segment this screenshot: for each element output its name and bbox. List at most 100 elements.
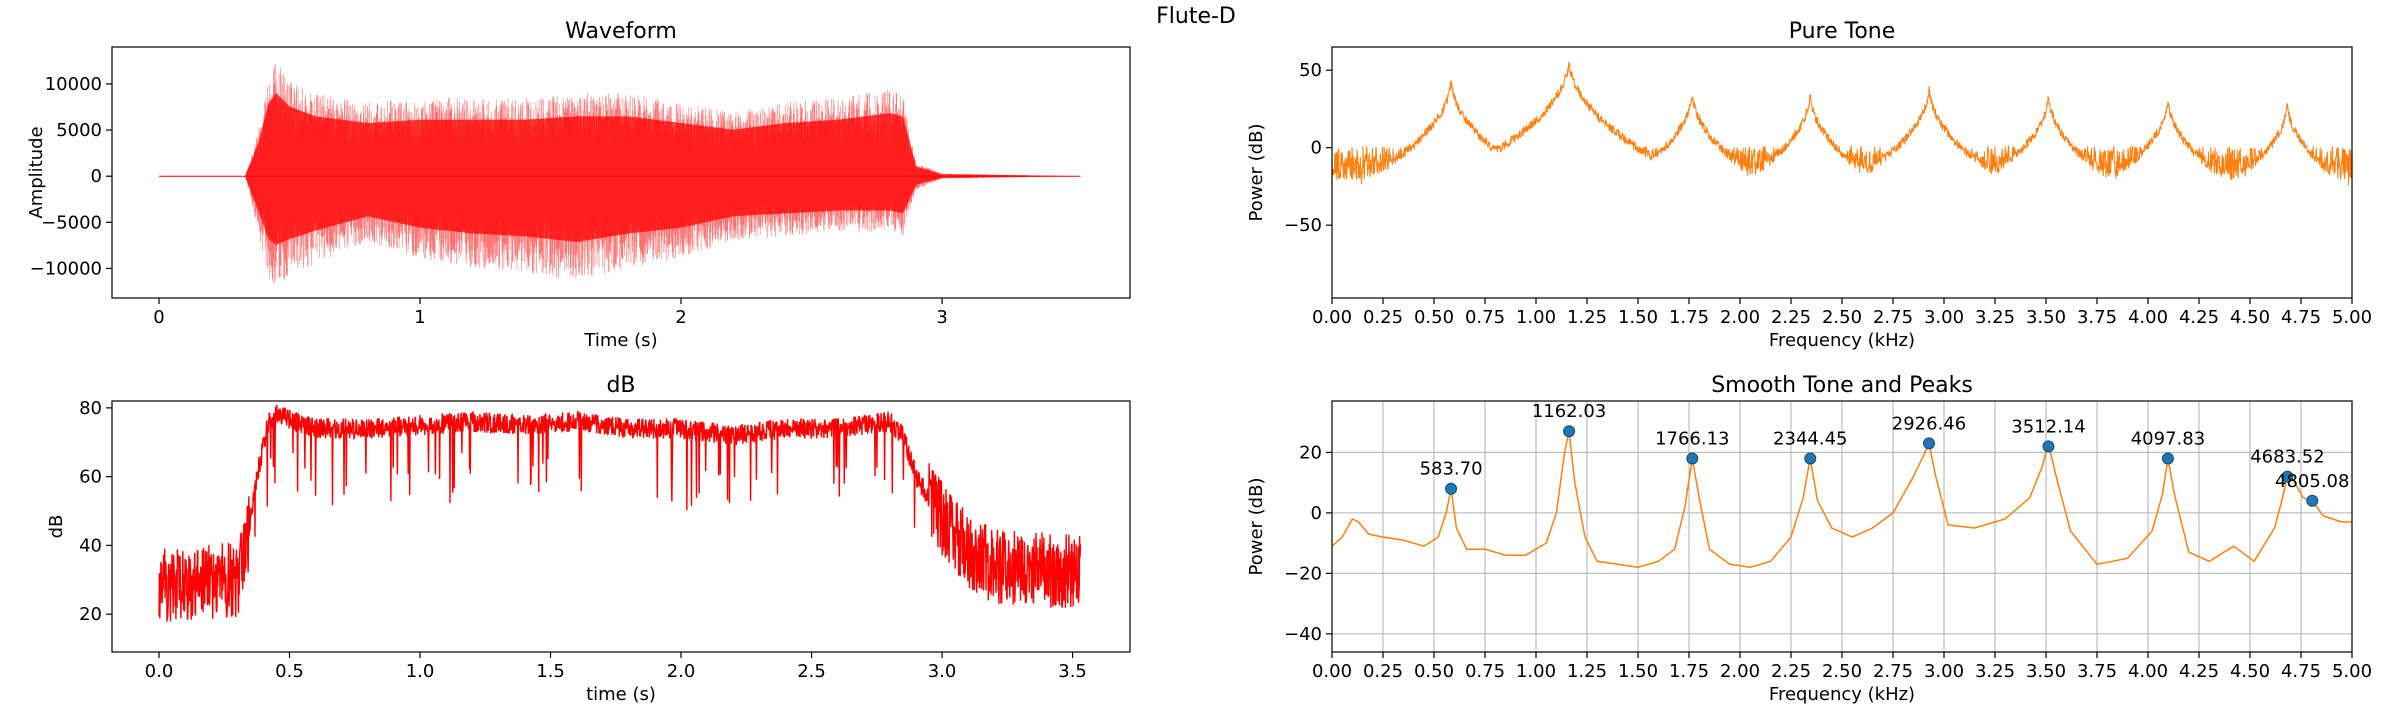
waveform-ylabel: Amplitude bbox=[26, 126, 47, 218]
x-tick-label: 1.50 bbox=[1618, 307, 1658, 328]
x-tick-label: 3.00 bbox=[1924, 661, 1964, 682]
waveform-xlabel: Time (s) bbox=[583, 330, 657, 351]
x-tick-label: 4.00 bbox=[2128, 661, 2168, 682]
x-tick-label: 0 bbox=[153, 307, 164, 328]
x-tick-label: 1 bbox=[414, 307, 425, 328]
db-title: dB bbox=[606, 373, 635, 398]
db-plot-area bbox=[158, 404, 1082, 622]
waveform-core bbox=[158, 93, 1081, 245]
y-tick-label: −40 bbox=[1284, 624, 1322, 645]
y-tick-label: 20 bbox=[1299, 442, 1322, 463]
x-tick-label: 2.00 bbox=[1720, 661, 1760, 682]
db-ylabel: dB bbox=[46, 515, 67, 539]
x-tick-label: 3.0 bbox=[928, 661, 957, 682]
x-tick-label: 3.50 bbox=[2026, 661, 2066, 682]
y-tick-label: 0 bbox=[1311, 503, 1322, 524]
x-tick-label: 4.50 bbox=[2230, 661, 2270, 682]
y-tick-label: 0 bbox=[1311, 138, 1322, 159]
peak-marker bbox=[2281, 470, 2294, 483]
x-tick-label: 1.50 bbox=[1618, 661, 1658, 682]
x-tick-label: 2 bbox=[675, 307, 686, 328]
x-tick-label: 5.00 bbox=[2332, 307, 2372, 328]
smooth-tone-title: Smooth Tone and Peaks bbox=[1711, 373, 1973, 398]
x-tick-label: 4.50 bbox=[2230, 307, 2270, 328]
x-tick-label: 2.50 bbox=[1822, 307, 1862, 328]
db-axes-frame bbox=[111, 400, 1131, 653]
waveform-chart: 0 1 2 3 −10000 −5000 0 5000 10000 Waveform Time (s… bbox=[26, 19, 1131, 351]
y-tick-label: 50 bbox=[1299, 60, 1322, 81]
x-tick-label: 1.75 bbox=[1669, 661, 1709, 682]
x-tick-label: 2.25 bbox=[1771, 661, 1811, 682]
pure-tone-spectrum bbox=[1332, 61, 2352, 186]
x-tick-label: 2.0 bbox=[667, 661, 696, 682]
x-tick-label: 4.75 bbox=[2281, 661, 2321, 682]
x-tick-label: 2.50 bbox=[1822, 661, 1862, 682]
x-tick-label: 3.25 bbox=[1975, 661, 2015, 682]
y-tick-label: −50 bbox=[1284, 215, 1322, 236]
x-tick-label: 0.25 bbox=[1363, 307, 1403, 328]
x-tick-label: 4.75 bbox=[2281, 307, 2321, 328]
smooth-tone-xlabel: Frequency (kHz) bbox=[1769, 684, 1915, 705]
peak-marker bbox=[1922, 437, 1935, 450]
x-tick-label: 0.50 bbox=[1414, 307, 1454, 328]
db-chart: 0.0 0.5 1.0 1.5 2.0 2.5 3.0 3.5 20 40 60 80 dB time (… bbox=[46, 373, 1131, 705]
y-tick-label: 80 bbox=[79, 398, 102, 419]
y-tick-label: −20 bbox=[1284, 563, 1322, 584]
x-tick-label: 1.00 bbox=[1516, 661, 1556, 682]
db-xlabel: time (s) bbox=[586, 684, 656, 705]
x-tick-label: 0.75 bbox=[1465, 307, 1505, 328]
peak-marker bbox=[1804, 452, 1817, 465]
x-tick-label: 3.75 bbox=[2077, 307, 2117, 328]
x-tick-label: 5.00 bbox=[2332, 661, 2372, 682]
peak-label: 1162.03 bbox=[1532, 401, 1606, 422]
x-tick-label: 4.25 bbox=[2179, 661, 2219, 682]
peak-label: 2344.45 bbox=[1773, 428, 1847, 449]
x-tick-label: 1.75 bbox=[1669, 307, 1709, 328]
waveform-title: Waveform bbox=[565, 19, 677, 44]
x-tick-label: 2.5 bbox=[797, 661, 826, 682]
x-tick-label: 2.00 bbox=[1720, 307, 1760, 328]
pure-tone-chart: 0.00 0.25 0.50 0.75 1.00 1.25 1.50 1.75 2.00 2.25… bbox=[1246, 19, 2372, 351]
y-tick-label: 60 bbox=[79, 467, 102, 488]
peak-label: 2926.46 bbox=[1892, 413, 1966, 434]
peak-marker bbox=[2306, 494, 2319, 507]
peak-marker bbox=[1686, 452, 1699, 465]
pure-tone-axes-frame bbox=[1331, 46, 2353, 299]
x-tick-label: 3 bbox=[936, 307, 947, 328]
x-tick-label: 4.00 bbox=[2128, 307, 2168, 328]
waveform-plot-area bbox=[158, 63, 1081, 284]
x-tick-label: 0.25 bbox=[1363, 661, 1403, 682]
peak-label: 4097.83 bbox=[2131, 428, 2205, 449]
x-tick-label: 1.5 bbox=[536, 661, 565, 682]
peak-label: 4683.52 bbox=[2250, 447, 2324, 468]
y-tick-label: 5000 bbox=[56, 120, 102, 141]
x-tick-label: 1.25 bbox=[1567, 661, 1607, 682]
x-tick-label: 3.25 bbox=[1975, 307, 2015, 328]
smooth-tone-ylabel: Power (dB) bbox=[1246, 478, 1267, 576]
x-tick-label: 3.75 bbox=[2077, 661, 2117, 682]
peak-marker bbox=[2161, 452, 2174, 465]
peak-label: 3512.14 bbox=[2011, 416, 2085, 437]
y-tick-label: −10000 bbox=[30, 258, 102, 279]
x-tick-label: 2.25 bbox=[1771, 307, 1811, 328]
peak-marker bbox=[2042, 440, 2055, 453]
x-tick-label: 2.75 bbox=[1873, 307, 1913, 328]
x-tick-label: 0.75 bbox=[1465, 661, 1505, 682]
peak-label: 4805.08 bbox=[2275, 471, 2349, 492]
waveform-axes-frame bbox=[111, 46, 1131, 299]
y-tick-label: 20 bbox=[79, 604, 102, 625]
peak-label: 583.70 bbox=[1420, 459, 1483, 480]
x-tick-label: 0.0 bbox=[145, 661, 174, 682]
x-tick-label: 3.5 bbox=[1058, 661, 1087, 682]
x-tick-label: 0.50 bbox=[1414, 661, 1454, 682]
x-tick-label: 3.00 bbox=[1924, 307, 1964, 328]
db-series-line bbox=[158, 404, 1082, 622]
pure-tone-plot-area bbox=[1332, 61, 2352, 186]
x-tick-label: 1.25 bbox=[1567, 307, 1607, 328]
x-tick-label: 1.00 bbox=[1516, 307, 1556, 328]
x-tick-label: 4.25 bbox=[2179, 307, 2219, 328]
pure-tone-xlabel: Frequency (kHz) bbox=[1769, 330, 1915, 351]
y-tick-label: 0 bbox=[91, 166, 102, 187]
pure-tone-title: Pure Tone bbox=[1789, 19, 1896, 44]
